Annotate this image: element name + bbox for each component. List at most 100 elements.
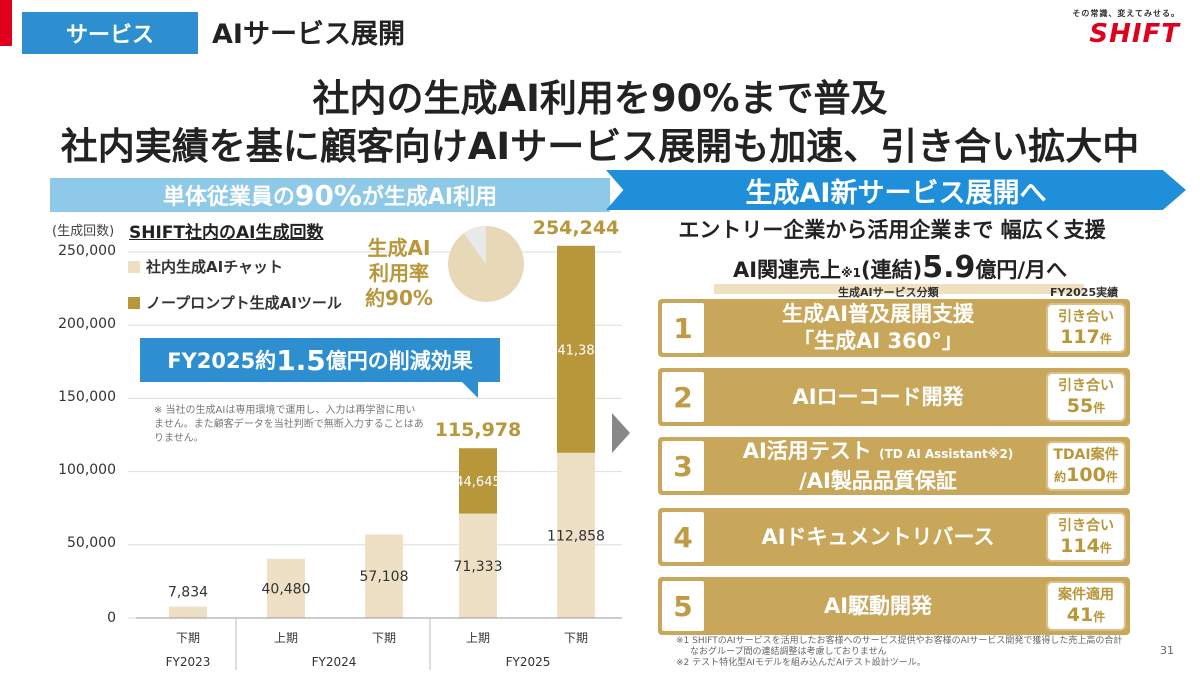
stat-value: 55: [1066, 395, 1094, 417]
gray-arrow-icon: [612, 413, 630, 453]
ai-rate-line-3: 約90%: [365, 286, 433, 310]
legend-chat-label: 社内生成AIチャット: [146, 258, 284, 276]
y-tick: 100,000: [58, 462, 116, 478]
legend-chat-swatch: [128, 260, 140, 273]
service-stat: 引き合い 114件: [1046, 512, 1126, 562]
stat-unit: 件: [1093, 401, 1106, 415]
service-name: AIローコード開発: [712, 368, 1044, 426]
col-head-service: 生成AIサービス分類: [838, 286, 939, 299]
chart-note: ※ 当社の生成AIは専用環境で運用し、入力は再学習に用いません。また顧客データを…: [154, 405, 424, 444]
bar-tool: [557, 245, 595, 453]
service-num: 3: [662, 441, 704, 491]
x-tick-label: 下期: [176, 631, 200, 645]
service-stat: 案件適用 41件: [1046, 581, 1126, 631]
y-tick: 150,000: [58, 389, 116, 405]
service-name: AI活用テスト (TD AI Assistant※2) /AI製品品質保証: [712, 437, 1044, 495]
section-tag: サービス: [22, 12, 198, 54]
bar-tool-label: 44,645: [455, 475, 501, 490]
x-tick-label: 上期: [274, 631, 298, 645]
footnote-1: ※1 SHIFTのAIサービスを活用したお客様へのサービス提供やお客様のAIサー…: [676, 636, 1123, 646]
bar-chat-label: 57,108: [360, 569, 409, 585]
stat-prefix: 約: [1054, 470, 1067, 484]
left-banner: 単体従業員の 90% が生成AI利用: [50, 178, 610, 212]
pie-unused-slice: [463, 226, 486, 264]
stat-value: 117: [1060, 326, 1100, 348]
sales-note: ※1: [841, 266, 862, 280]
col-head-result: FY2025実績: [1050, 286, 1119, 299]
bar-chat: [169, 606, 207, 618]
legend-tool: ノープロンプト生成AIツール: [128, 292, 342, 313]
fiscal-year-label: FY2023: [166, 655, 211, 669]
ai-rate-line-2: 利用率: [369, 261, 429, 285]
y-tick: 0: [107, 610, 116, 626]
legend-chat: 社内生成AIチャット: [128, 256, 283, 277]
bar-chat: [557, 452, 595, 618]
stat-unit: 件: [1099, 332, 1112, 346]
sales-post: 億円/月へ: [975, 258, 1068, 282]
stat-unit: 件: [1105, 470, 1118, 484]
sales-target: AI関連売上※1(連結)5.9億円/月へ: [640, 250, 1160, 285]
bar-total-label: 7,834: [168, 585, 208, 601]
footnotes: ※1 SHIFTのAIサービスを活用したお客様へのサービス提供やお客様のAIサー…: [676, 636, 1136, 669]
headline-line-1: 社内の生成AI利用を90%まで普及: [312, 77, 888, 120]
callout-post: 億円の削減効果: [325, 349, 473, 373]
page-number: 31: [1160, 644, 1174, 657]
service-stat: 引き合い 117件: [1046, 303, 1126, 353]
y-tick: 250,000: [58, 243, 116, 259]
fiscal-year-label: FY2024: [312, 655, 357, 669]
logo-tagline: その常識、変えてみせる。: [1072, 9, 1180, 18]
sales-pre: AI関連売上: [732, 258, 842, 282]
service-stat: TDAI案件 約100件: [1046, 441, 1126, 491]
footnote-1b: なおグループ間の連結調整は考慮しておりません: [690, 647, 887, 657]
service-name: AI駆動開発: [712, 577, 1044, 635]
service-name: AIドキュメントリバース: [712, 508, 1044, 566]
service-name-l1: AI駆動開発: [823, 593, 933, 618]
fiscal-year-label: FY2025: [506, 655, 551, 669]
bar-chat: [365, 534, 403, 618]
right-banner: 生成AI新サービス展開へ: [606, 170, 1186, 210]
service-name-sub: (TD AI Assistant※2): [879, 446, 1014, 461]
service-name-l1: AIドキュメントリバース: [761, 524, 995, 549]
stat-unit: 件: [1093, 610, 1106, 624]
service-num: 4: [662, 512, 704, 562]
service-name-l1: 生成AI普及展開支援: [781, 302, 975, 326]
footnote-2: ※2 テスト特化型AIモデルを組み込んだAIテスト設計ツール。: [676, 658, 926, 668]
bar-tool-label: 141,386: [549, 343, 603, 358]
bar-chat: [267, 558, 305, 618]
service-name-l1: AI活用テスト: [742, 438, 872, 463]
stat-value: 100: [1066, 464, 1106, 486]
stat-label: 引き合い: [1058, 309, 1114, 325]
service-num: 1: [662, 303, 704, 353]
service-name-l2: 「生成AI 360°」: [793, 329, 963, 353]
left-banner-big: 90%: [294, 178, 362, 212]
sales-highlight: [714, 284, 1084, 294]
service-name: 生成AI普及展開支援 「生成AI 360°」: [712, 299, 1044, 357]
y-tick: 200,000: [58, 316, 116, 332]
chart-unit-label: (生成回数): [52, 224, 115, 239]
stat-label: TDAI案件: [1053, 447, 1119, 463]
bar-total-label: 254,244: [533, 217, 620, 239]
y-tick: 50,000: [67, 535, 116, 551]
bar-tool: [459, 448, 497, 514]
sales-big: 5.9: [922, 250, 976, 285]
chart-title: SHIFT社内のAI生成回数: [129, 223, 324, 243]
shift-logo: その常識、変えてみせる。 SHIFT: [1072, 8, 1180, 49]
x-tick-label: 下期: [564, 631, 588, 645]
right-subtitle: エントリー企業から活用企業まで 幅広く支援: [678, 218, 1106, 242]
brand-red-bar: [0, 0, 12, 46]
stat-unit: 件: [1099, 541, 1112, 555]
ai-usage-rate: 生成AI 利用率 約90%: [360, 236, 438, 311]
stat-value: 114: [1060, 535, 1100, 557]
stat-value: 41: [1066, 604, 1094, 626]
service-num: 5: [662, 581, 704, 631]
x-tick-label: 下期: [372, 631, 396, 645]
service-stat: 引き合い 55件: [1046, 372, 1126, 422]
left-banner-pre: 単体従業員の: [162, 185, 295, 210]
ai-rate-line-1: 生成AI: [367, 236, 431, 260]
stat-label: 案件適用: [1058, 587, 1114, 603]
service-name-l1: AIローコード開発: [792, 384, 964, 409]
left-banner-post: が生成AI利用: [361, 185, 498, 210]
section-title: AIサービス展開: [212, 19, 405, 50]
bar-chat-label: 40,480: [262, 581, 311, 597]
